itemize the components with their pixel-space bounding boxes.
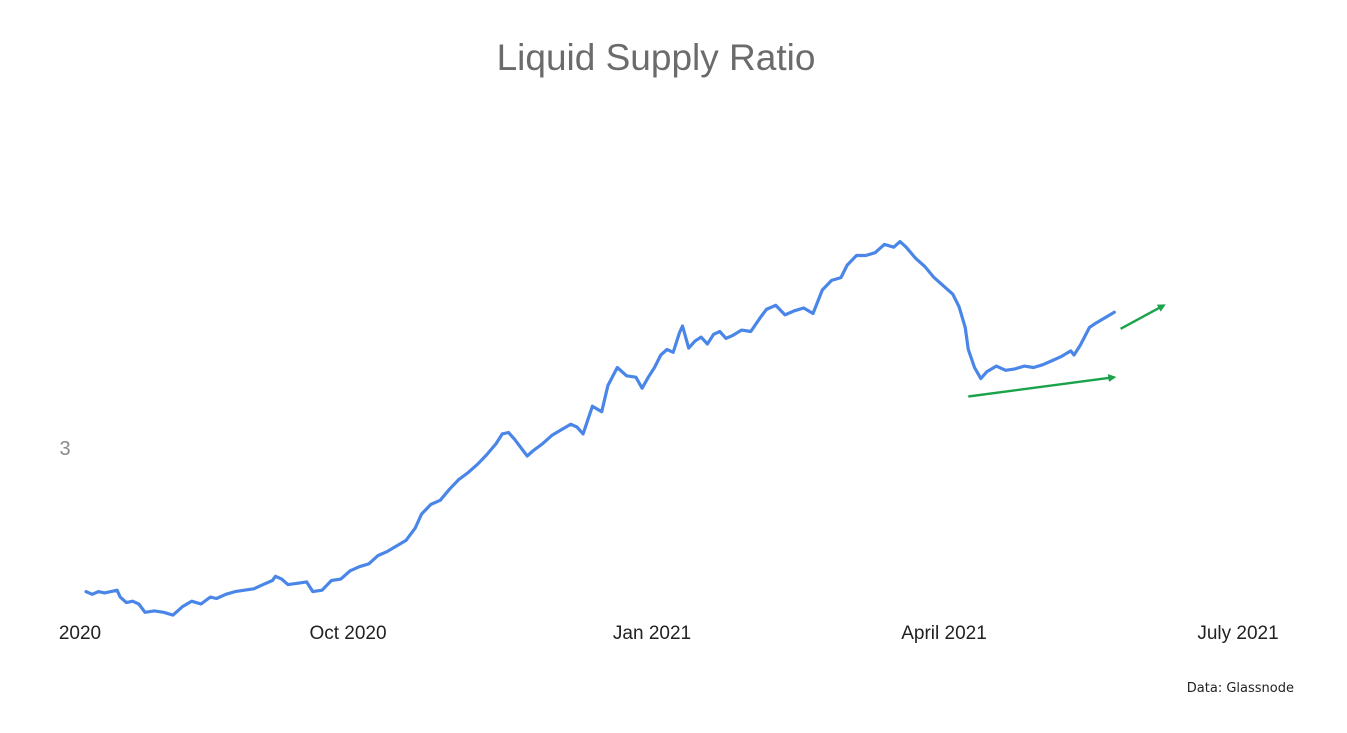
y-tick-label: 3 (59, 438, 70, 460)
x-tick-label: 2020 (59, 623, 101, 644)
series-line (84, 240, 1116, 617)
x-tick-label: Jan 2021 (613, 623, 691, 644)
chart-title: Liquid Supply Ratio (497, 37, 816, 78)
x-tick-label: July 2021 (1197, 623, 1278, 644)
x-tick-label: April 2021 (901, 623, 987, 644)
trend-arrow (1120, 304, 1166, 330)
series-layer (84, 240, 1116, 617)
x-tick-label: Oct 2020 (309, 623, 386, 644)
annotation-layer (968, 304, 1166, 398)
x-axis-tick-labels: 2020 Oct 2020 Jan 2021 April 2021 July 2021 (59, 623, 1279, 644)
source-note: Data: Glassnode (1187, 681, 1294, 696)
trend-arrow (968, 374, 1117, 398)
y-axis-tick-labels: 3 (59, 438, 70, 460)
